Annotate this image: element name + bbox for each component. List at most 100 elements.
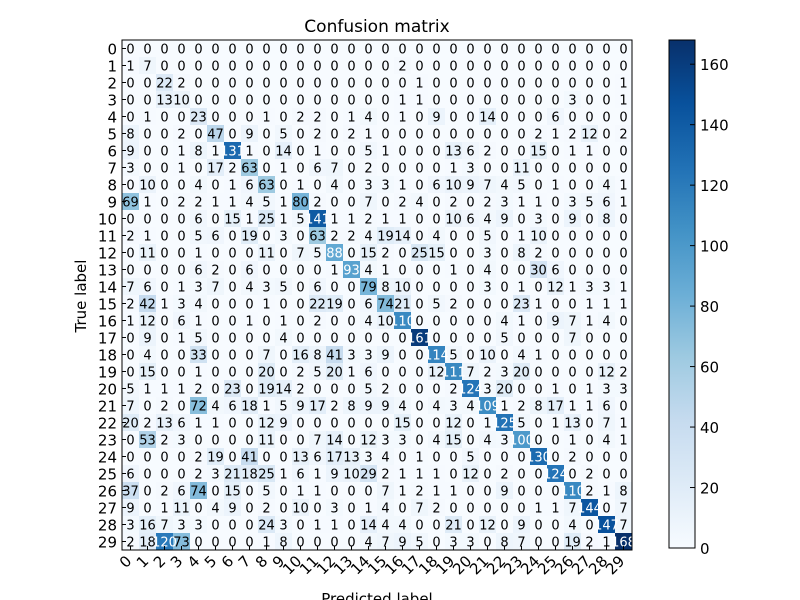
cell-value: 114 (424, 349, 449, 364)
cell-value: 4 (364, 264, 372, 279)
cell-value: 0 (126, 213, 134, 228)
cell-value: 111 (441, 366, 466, 381)
cell-value: 2 (381, 383, 389, 398)
cell-value: 7 (602, 417, 610, 432)
colorbar-tick-label: 60 (700, 359, 719, 377)
cell-value: 5 (279, 400, 287, 415)
cell-value: 0 (143, 468, 151, 483)
cell-value: 110 (390, 315, 415, 330)
cell-value: 1 (398, 468, 406, 483)
cell-value: 1 (568, 400, 576, 415)
cell-value: 0 (466, 43, 474, 58)
col-tick-label: 4 (184, 552, 203, 571)
cell-value: 2 (585, 468, 593, 483)
cell-value: 0 (211, 298, 219, 313)
cell-value: 10 (479, 349, 496, 364)
cell-value: 0 (143, 145, 151, 160)
cell-value: 1 (364, 502, 372, 517)
cell-value: 0 (500, 451, 508, 466)
cell-value: 4 (211, 400, 219, 415)
cell-value: 0 (602, 162, 610, 177)
cell-value: 1 (347, 111, 355, 126)
cell-value: 2 (126, 298, 134, 313)
cell-value: 1 (517, 230, 525, 245)
cell-value: 1 (551, 179, 559, 194)
cell-value: 8 (619, 485, 627, 500)
cell-value: 0 (568, 383, 576, 398)
cell-value: 19 (377, 230, 394, 245)
cell-value: 0 (551, 519, 559, 534)
cell-value: 1 (534, 502, 542, 517)
cell-value: 2 (432, 502, 440, 517)
cell-value: 0 (126, 264, 134, 279)
cell-value: 1 (245, 315, 253, 330)
cell-value: 0 (245, 94, 253, 109)
cell-value: 0 (602, 502, 610, 517)
cell-value: 1 (330, 213, 338, 228)
cell-value: 3 (483, 247, 491, 262)
cell-value: 7 (381, 485, 389, 500)
cell-value: 0 (381, 111, 389, 126)
cell-value: 16 (292, 349, 309, 364)
col-tick-label: 29 (602, 552, 628, 578)
cell-value: 0 (126, 247, 134, 262)
cell-value: 0 (126, 77, 134, 92)
cell-value: 0 (466, 94, 474, 109)
cell-value: 2 (517, 400, 525, 415)
cell-value: 0 (500, 349, 508, 364)
cell-value: 0 (160, 128, 168, 143)
cell-value: 0 (551, 434, 559, 449)
cell-value: 0 (602, 264, 610, 279)
cell-value: 15 (139, 366, 156, 381)
cell-value: 0 (177, 451, 185, 466)
cell-value: 0 (534, 434, 542, 449)
cell-value: 0 (143, 451, 151, 466)
cell-value: 0 (585, 519, 593, 534)
cell-value: 2 (194, 468, 202, 483)
cell-value: 3 (398, 434, 406, 449)
cell-value: 17 (326, 451, 343, 466)
cell-value: 0 (449, 468, 457, 483)
cell-value: 0 (398, 349, 406, 364)
cell-value: 0 (517, 451, 525, 466)
cell-value: 12 (462, 468, 479, 483)
cell-value: 2 (194, 451, 202, 466)
cell-value: 74 (377, 298, 394, 313)
cell-value: 0 (347, 94, 355, 109)
cell-value: 4 (602, 315, 610, 330)
cell-value: 0 (398, 502, 406, 517)
cell-value: 0 (364, 94, 372, 109)
cell-value: 0 (432, 145, 440, 160)
cell-value: 4 (432, 434, 440, 449)
cell-value: 0 (211, 485, 219, 500)
cell-value: 0 (211, 332, 219, 347)
cell-value: 2 (347, 128, 355, 143)
cell-value: 0 (483, 77, 491, 92)
colorbar-tick-label: 20 (700, 480, 719, 498)
cell-value: 0 (585, 43, 593, 58)
cell-value: 0 (330, 43, 338, 58)
cell-value: 0 (211, 94, 219, 109)
cell-value: 9 (500, 213, 508, 228)
cell-value: 0 (466, 230, 474, 245)
cell-value: 0 (483, 94, 491, 109)
cell-value: 0 (330, 315, 338, 330)
cell-value: 0 (126, 366, 134, 381)
cell-value: 0 (585, 230, 593, 245)
cell-value: 0 (432, 162, 440, 177)
cell-value: 0 (483, 451, 491, 466)
cell-value: 0 (126, 179, 134, 194)
cell-value: 33 (190, 349, 207, 364)
cell-value: 0 (262, 230, 270, 245)
cell-value: 0 (381, 417, 389, 432)
cell-value: 3 (347, 349, 355, 364)
cell-value: 13 (156, 94, 173, 109)
cell-value: 110 (560, 485, 585, 500)
cell-value: 3 (126, 162, 134, 177)
cell-value: 0 (432, 77, 440, 92)
cell-value: 0 (245, 332, 253, 347)
cell-value: 5 (262, 196, 270, 211)
cell-value: 1 (160, 298, 168, 313)
cell-value: 4 (398, 519, 406, 534)
